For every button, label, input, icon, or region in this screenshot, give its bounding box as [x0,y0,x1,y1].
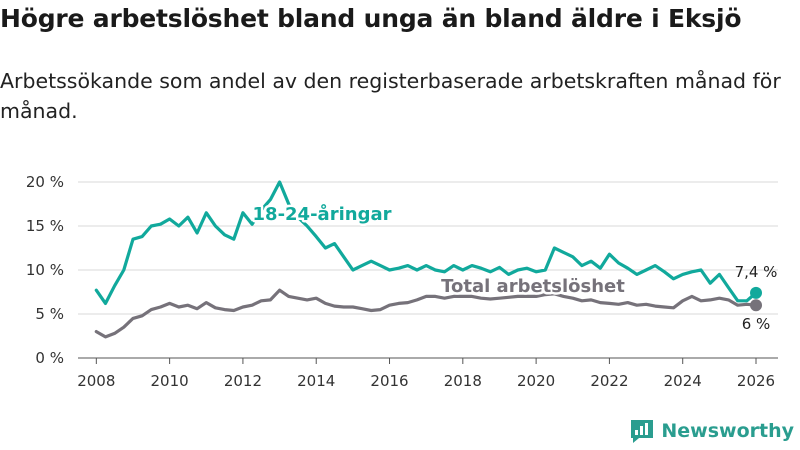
x-tick-label: 2024 [664,372,702,390]
y-tick-label: 15 % [26,217,64,235]
series-labels: 7,4 %6 %18-24-åringar18-24-åringarTotal … [250,201,778,334]
x-tick-label: 2026 [737,372,775,390]
series-end-point [750,299,763,312]
brand-logo: Newsworthy [629,418,794,444]
x-tick-label: 2018 [444,372,482,390]
series-line-total [94,288,758,339]
end-label-total: 6 % [742,315,771,333]
x-tick-label: 2008 [77,372,115,390]
brand-name: Newsworthy [661,420,794,442]
y-tick-label: 10 % [26,261,64,279]
end-label-youth: 7,4 % [735,263,778,281]
annotation-total: Total arbetslöshet [441,276,625,297]
chart-title: Högre arbetslöshet bland unga än bland ä… [0,4,742,33]
x-tick-label: 2020 [517,372,555,390]
chart-subtitle: Arbetssökande som andel av den registerb… [0,69,781,123]
x-tick-label: 2010 [151,372,189,390]
y-tick-label: 0 % [35,349,64,367]
grid [78,181,778,315]
y-tick-label: 20 % [26,173,64,191]
x-tick-label: 2022 [590,372,628,390]
annotation-youth: 18-24-åringar [253,203,392,225]
y-tick-label: 5 % [35,305,64,323]
axes: 0 % 5 % 10 % 15 % 20 % 2008 2010 2012 2014 2016 20… [26,173,778,390]
x-tick-label: 2012 [224,372,262,390]
x-tick-label: 2016 [370,372,408,390]
annotation-total-halo: Total arbetslöshet [441,276,625,297]
series-end-point [750,286,763,299]
series-line-youth [94,180,758,305]
annotation-youth-halo: 18-24-åringar [253,203,392,225]
bar-chart-speech-bubble-icon [631,420,654,443]
series-lines [94,180,763,339]
x-tick-label: 2014 [297,372,335,390]
